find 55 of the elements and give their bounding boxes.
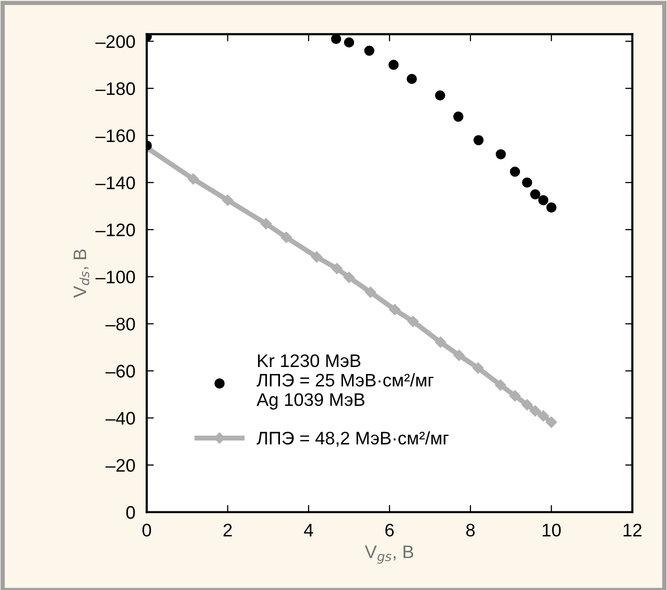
point [522, 399, 533, 410]
y-tick-label: –40 [106, 412, 135, 425]
y-tick-label: –160 [95, 129, 135, 142]
point [311, 251, 322, 263]
y-tick-label: –80 [106, 318, 135, 331]
point [530, 405, 541, 416]
y-tick-label: –120 [95, 224, 135, 236]
y-tick-label: –100 [95, 270, 135, 284]
x-tick-label: 2 [224, 524, 232, 536]
x-tick-label: 6 [385, 524, 394, 536]
point [494, 379, 506, 391]
point [434, 336, 446, 348]
point [389, 304, 400, 316]
point [188, 173, 199, 185]
y-tick-label: –60 [106, 364, 135, 378]
x-tick-label: 0 [142, 524, 152, 536]
y-tick-label: –140 [95, 176, 135, 190]
legend-label: ЛПЭ = 48,2 МэВ·см²/мг [256, 431, 449, 447]
point [343, 272, 355, 284]
y-tick-label: –200 [95, 35, 135, 48]
point [496, 149, 506, 160]
point [344, 37, 354, 48]
y-axis-title: V$_{ds}$, В [74, 249, 90, 298]
point [454, 350, 465, 361]
y-tick-label: –180 [95, 82, 135, 96]
y-tick-label: 0 [126, 506, 135, 519]
y-tick-label: –20 [106, 458, 135, 472]
point [388, 60, 399, 70]
point [522, 177, 532, 188]
x-tick-label: 12 [624, 524, 642, 536]
point [364, 286, 376, 298]
point [331, 34, 342, 44]
point [510, 166, 520, 177]
point [222, 194, 234, 206]
x-axis-title: V$_{gs}$, В [364, 546, 414, 564]
point [530, 189, 540, 200]
point [331, 262, 343, 274]
point [472, 362, 484, 374]
x-tick-label: 8 [466, 524, 475, 536]
point [473, 135, 484, 146]
point [453, 112, 464, 122]
point [509, 390, 521, 402]
point [538, 410, 549, 422]
point [260, 218, 272, 230]
x-tick-label: 4 [304, 524, 314, 536]
point [364, 46, 374, 56]
point [435, 90, 446, 101]
point [407, 316, 419, 328]
point [546, 202, 556, 213]
legend-label: Kr 1230 МэВ ЛПЭ = 25 МэВ·см²/мг Ag 1039 МэВ [256, 354, 434, 410]
point [280, 232, 292, 243]
x-tick-label: 10 [542, 524, 561, 536]
point [538, 195, 548, 206]
point [406, 74, 417, 84]
point [546, 416, 557, 428]
